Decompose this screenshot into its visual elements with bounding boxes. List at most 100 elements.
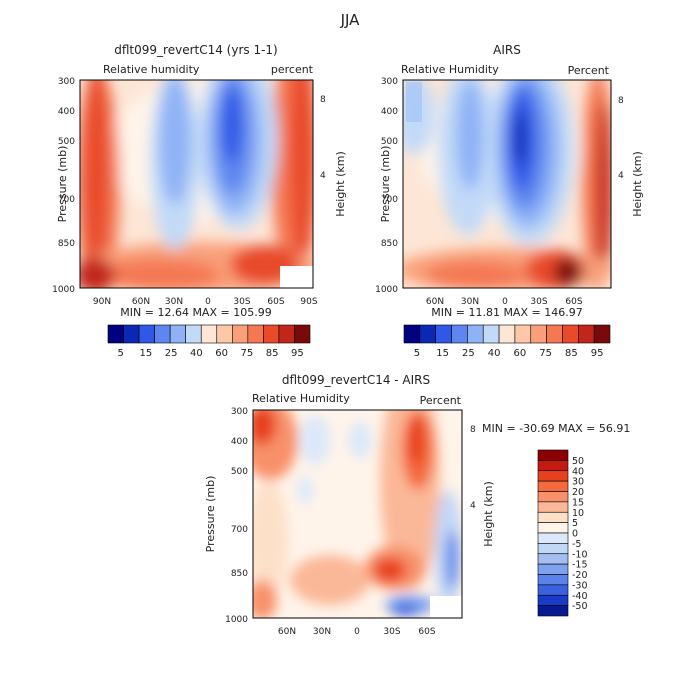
colorbar-tick-label: 40 — [488, 348, 501, 359]
colorbar-swatch — [537, 584, 569, 596]
xtick-label: 60N — [426, 297, 444, 307]
panel-diff-field — [253, 410, 462, 618]
colorbar-tick-label: -40 — [572, 591, 588, 602]
panel-airs-field — [403, 80, 611, 288]
colorbar-swatch — [537, 449, 569, 461]
colorbar-swatch — [546, 324, 563, 344]
xtick-label: 30S — [383, 627, 400, 637]
colorbar-swatch — [435, 324, 452, 344]
colorbar-tick-label: -15 — [572, 560, 588, 571]
colorbar-swatch — [294, 324, 311, 344]
colorbar-swatch — [537, 553, 569, 565]
ytick-label: 850 — [231, 569, 248, 579]
colorbar-tick-label: 60 — [514, 348, 527, 359]
colorbar-swatch — [537, 594, 569, 606]
panel-airs-axes: 300 400 500 700 850 1000 8 4 60N 30N 0 3… — [375, 77, 644, 319]
ytick-label: 500 — [231, 467, 248, 477]
xtick-label: 0 — [354, 627, 360, 637]
panel-model: dflt099_revertC14 (yrs 1-1) Relative hum… — [52, 43, 347, 359]
xtick-label: 60S — [565, 297, 582, 307]
colorbar-swatch — [232, 324, 249, 344]
colorbar-swatch — [154, 324, 171, 344]
colorbar-tick-label: 25 — [165, 348, 178, 359]
colorbar-swatch — [263, 324, 280, 344]
colorbar-swatch — [537, 480, 569, 492]
colorbar-tick-label: 40 — [190, 348, 203, 359]
ytick-label: 700 — [381, 195, 398, 205]
colorbar-tick-label: 5 — [572, 518, 578, 529]
colorbar-tick-label: 20 — [572, 487, 584, 498]
panel-airs-title: AIRS — [493, 43, 521, 57]
colorbar-tick-label: 15 — [436, 348, 449, 359]
colorbar-swatch — [138, 324, 155, 344]
panel-diff-title: dflt099_revertC14 - AIRS — [282, 373, 430, 387]
colorbar-swatch — [514, 324, 532, 344]
colorbar-swatch — [185, 324, 202, 344]
colorbar-swatch — [123, 324, 140, 344]
xtick-label: 30N — [461, 297, 479, 307]
ytick-label: 400 — [58, 107, 75, 117]
colorbar-swatch — [537, 605, 569, 617]
colorbar-tick-label: -20 — [572, 570, 588, 581]
colorbar-tick-label: 15 — [140, 348, 153, 359]
xtick-label: 30S — [233, 297, 250, 307]
panel-diff: dflt099_revertC14 - AIRS Relative Humidi… — [204, 373, 630, 637]
colorbar-tick-label: 30 — [572, 477, 584, 488]
colorbar-swatch — [278, 324, 295, 344]
colorbar-swatch — [537, 563, 569, 575]
panel-airs-right-label: Percent — [568, 64, 610, 77]
colorbar-swatch — [530, 324, 547, 344]
colorbar-swatch — [482, 324, 500, 344]
xtick-label: 60N — [132, 297, 150, 307]
panel-airs: AIRS Relative Humidity Percent — [375, 43, 644, 359]
ytick-label: 300 — [231, 407, 248, 417]
ytick-label: 850 — [58, 239, 75, 249]
panel-model-axes: 300 400 500 700 850 1000 8 4 90N 60N 30N… — [52, 77, 347, 319]
ytick-right-label: 8 — [618, 96, 624, 106]
ytick-label: 850 — [381, 239, 398, 249]
colorbar-model: 5 15 25 40 60 75 85 95 — [107, 324, 311, 359]
colorbar-tick-label: -50 — [572, 601, 588, 612]
ytick-label: 500 — [58, 137, 75, 147]
panel-airs-stats: MIN = 11.81 MAX = 146.97 — [431, 306, 582, 319]
ytick-label: 400 — [231, 437, 248, 447]
panel-diff-stats: MIN = -30.69 MAX = 56.91 — [482, 422, 630, 435]
panel-airs-left-label: Relative Humidity — [401, 63, 499, 76]
colorbar-tick-label: -30 — [572, 580, 588, 591]
colorbar-tick-label: 50 — [572, 456, 584, 467]
ytick-label: 1000 — [375, 285, 398, 295]
colorbar-swatch — [467, 324, 484, 344]
colorbar-swatch — [562, 324, 579, 344]
colorbar-swatch — [247, 324, 264, 344]
colorbar-swatch — [498, 324, 516, 344]
panel-model-stats: MIN = 12.64 MAX = 105.99 — [120, 306, 271, 319]
y-axis-label: Pressure (mb) — [56, 146, 69, 223]
xtick-label: 0 — [205, 297, 211, 307]
y-axis-right-label: Height (km) — [631, 151, 644, 217]
colorbar-swatch — [537, 491, 569, 503]
colorbar-airs: 5 15 25 40 60 75 85 95 — [403, 324, 611, 359]
ytick-right-label: 4 — [618, 171, 624, 181]
colorbar-swatch — [537, 501, 569, 513]
colorbar-tick-label: 5 — [117, 348, 123, 359]
colorbar-tick-label: 95 — [291, 348, 304, 359]
colorbar-swatch — [578, 324, 595, 344]
xtick-label: 90N — [93, 297, 111, 307]
ytick-right-label: 4 — [320, 171, 326, 181]
colorbar-tick-label: 5 — [414, 348, 420, 359]
ytick-right-label: 4 — [470, 501, 476, 511]
colorbar-tick-label: 0 — [572, 529, 578, 540]
colorbar-swatch — [537, 511, 569, 523]
xtick-label: 60S — [418, 627, 435, 637]
panel-model-field — [80, 80, 313, 288]
ytick-label: 400 — [381, 107, 398, 117]
colorbar-swatch — [537, 470, 569, 482]
panel-diff-axes: 300 400 500 700 850 1000 8 4 60N 30N 0 3… — [204, 407, 630, 637]
colorbar-swatch — [200, 324, 218, 344]
y-axis-label: Pressure (mb) — [379, 146, 392, 223]
colorbar-swatch — [419, 324, 436, 344]
panel-diff-right-label: Percent — [420, 394, 462, 407]
figure-title: JJA — [340, 11, 361, 29]
colorbar-swatch — [216, 324, 233, 344]
